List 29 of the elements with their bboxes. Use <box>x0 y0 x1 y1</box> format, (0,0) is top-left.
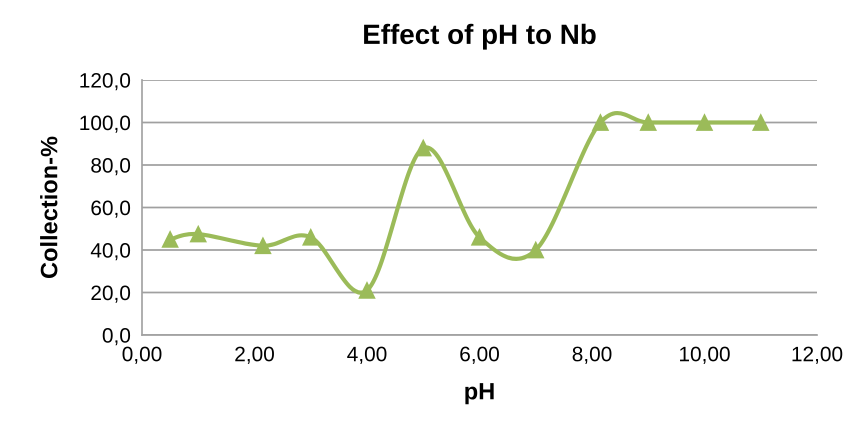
point <box>471 228 488 246</box>
y-tick-label: 120,0 <box>80 73 130 90</box>
y-tick-label: 60,0 <box>91 200 130 218</box>
x-tick-label: 12,00 <box>792 346 842 364</box>
point <box>752 114 770 131</box>
point <box>162 231 178 248</box>
point <box>302 228 320 246</box>
y-tick-label: 80,0 <box>91 158 130 176</box>
point <box>414 140 432 156</box>
y-tick-label: 20,0 <box>91 286 130 303</box>
point <box>696 114 713 131</box>
x-tick-label: 0,00 <box>122 346 162 364</box>
point <box>358 282 376 299</box>
x-tick-label: 8,00 <box>572 346 612 364</box>
point <box>190 226 207 242</box>
point <box>592 114 609 131</box>
point <box>254 237 272 254</box>
point <box>640 114 657 131</box>
x-axis-title: pH <box>465 383 494 404</box>
y-tick-label: 0,0 <box>102 328 130 346</box>
x-tick-label: 2,00 <box>235 346 274 364</box>
x-tick-label: 6,00 <box>460 346 499 364</box>
x-tick-label: 10,00 <box>680 346 730 364</box>
y-axis-title: Collection-% <box>40 136 58 278</box>
chart-title: Effect of pH to Nb <box>364 24 596 50</box>
x-tick-label: 4,00 <box>347 346 386 364</box>
point <box>527 242 544 258</box>
y-tick-label: 100,0 <box>80 116 130 133</box>
y-tick-label: 40,0 <box>90 243 130 260</box>
